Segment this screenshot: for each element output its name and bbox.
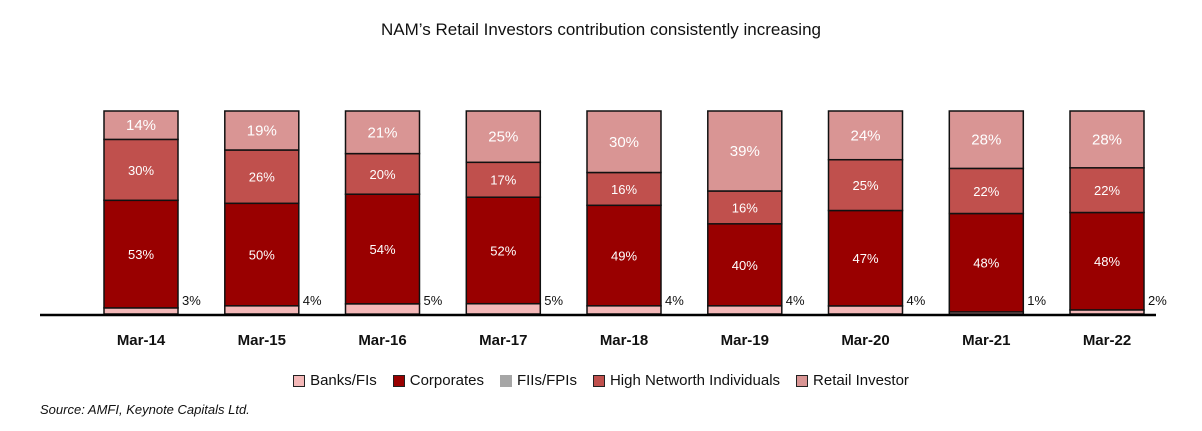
bar-segment [224,110,300,151]
data-label: 50% [249,248,275,263]
legend-label: Banks/FIs [310,372,377,389]
data-label: 14% [126,117,156,134]
chart-legend: Banks/FIs Corporates FIIs/FPIs High Networt… [0,372,1202,389]
data-label: 22% [973,184,999,199]
bar-segment [707,223,783,307]
bar-segment [103,110,179,141]
x-tick-label: Mar-14 [117,332,166,349]
data-label: 1% [1027,293,1046,308]
legend-swatch [796,374,809,387]
data-label: 20% [369,167,395,182]
data-label: 21% [367,124,397,141]
bar-segment [344,152,421,195]
x-tick-label: Mar-21 [962,332,1010,349]
data-label: 4% [786,293,805,308]
stacked-bar-chart: 3% 53% 30% 14% Mar-14 4% 50% 26% 19% Mar-15 5% 54% 2… [40,110,1167,349]
data-label: 49% [611,249,637,264]
bar-segment [344,303,421,315]
data-label: 25% [852,178,878,193]
bar-segment [707,190,783,225]
data-label: 26% [249,170,275,185]
data-label: 4% [907,293,926,308]
data-label: 16% [732,200,758,215]
bar-segment [103,199,179,309]
legend-swatch [392,374,405,387]
bar-segment [707,110,783,192]
data-label: 28% [1092,131,1122,148]
bar-segment [465,302,542,315]
data-label: 25% [488,129,518,146]
data-label: 19% [247,123,277,140]
data-label: 24% [850,127,880,144]
legend-swatch [499,374,512,387]
legend-label: FIIs/FPIs [516,372,577,389]
data-label: 48% [973,256,999,271]
legend-item: Corporates [392,372,484,389]
bar-segment [465,196,542,305]
bar-segment [707,305,783,315]
data-label: 40% [732,258,758,273]
legend-item: FIIs/FPIs [499,372,577,389]
bar-segment [586,204,662,307]
data-label: 30% [128,163,154,178]
bar-segment [827,305,904,315]
legend-item: Retail Investor [796,372,909,389]
data-label: 28% [971,132,1001,149]
x-tick-label: Mar-22 [1083,332,1131,349]
bar-segment [948,110,1025,170]
bar-segment [103,138,179,202]
data-label: 54% [369,242,395,257]
bar-segment [586,110,662,174]
bar-segment [344,193,421,305]
bar-segment [1069,211,1145,311]
data-label: 3% [182,293,201,308]
bar-segment [224,305,300,315]
bar-segment [344,110,421,155]
bar-segment [827,158,904,212]
x-tick-label: Mar-18 [600,332,648,349]
bar-segment [1069,167,1145,214]
data-label: 53% [128,247,154,262]
data-label: 39% [730,143,760,160]
data-label: 2% [1148,293,1167,308]
bar-segment [948,167,1025,215]
legend-item: Banks/FIs [293,372,377,389]
data-label: 16% [611,182,637,197]
source-note: Source: AMFI, Keynote Capitals Ltd. [40,402,250,417]
x-tick-label: Mar-20 [841,332,889,349]
data-label: 22% [1094,183,1120,198]
bar-segment [586,171,662,207]
data-label: 5% [424,293,443,308]
data-label: 52% [490,243,516,258]
data-label: 30% [609,134,639,151]
legend-swatch [293,374,306,387]
data-label: 48% [1094,254,1120,269]
legend-label: Retail Investor [813,372,909,389]
bar-segment [465,110,542,164]
x-tick-label: Mar-15 [238,332,286,349]
legend-swatch [592,374,605,387]
bar-segment [827,110,904,161]
x-tick-label: Mar-16 [358,332,406,349]
chart-title: NAM’s Retail Investors contribution cons… [381,20,821,39]
legend-item: High Networth Individuals [592,372,781,389]
bar-segment [465,161,542,198]
bar-segment [1069,110,1145,169]
data-label: 4% [665,293,684,308]
legend-label: Corporates [409,372,484,389]
x-tick-label: Mar-19 [721,332,769,349]
data-label: 17% [490,173,516,188]
x-tick-label: Mar-17 [479,332,527,349]
bar-segment [103,307,179,315]
legend-label: High Networth Individuals [609,372,781,389]
data-label: 4% [303,293,322,308]
data-label: 47% [852,251,878,266]
data-label: 5% [544,293,563,308]
bar-segment [586,305,662,315]
bar-segment [224,202,300,307]
